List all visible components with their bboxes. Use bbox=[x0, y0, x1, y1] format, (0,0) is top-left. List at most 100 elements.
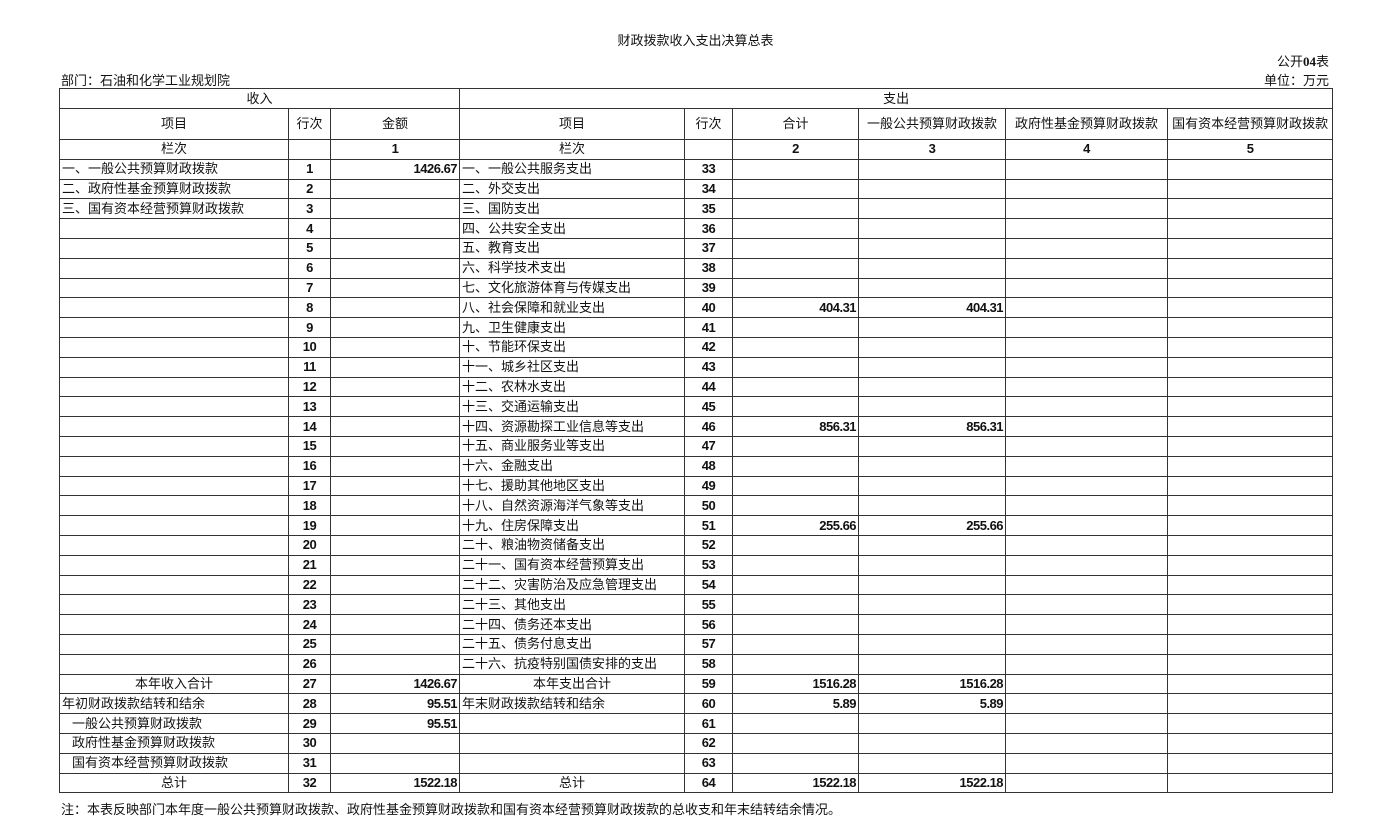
table-row: 22 二十二、灾害防治及应急管理支出 54 bbox=[59, 574, 1334, 596]
income-line-no: 28 bbox=[288, 693, 331, 715]
expense-gov-fund bbox=[1005, 376, 1169, 398]
expense-gov-fund bbox=[1005, 416, 1169, 437]
expense-item: 一、一般公共服务支出 bbox=[459, 158, 686, 180]
income-line-no: 8 bbox=[288, 297, 331, 319]
table-row: 总计 32 1522.18 总计 64 1522.18 1522.18 bbox=[59, 772, 1334, 794]
table-row: 24 二十四、债务还本支出 56 bbox=[59, 614, 1334, 635]
income-line-no: 3 bbox=[288, 198, 331, 220]
expense-total bbox=[732, 594, 860, 616]
expense-state-capital bbox=[1167, 515, 1334, 536]
expense-general-budget bbox=[858, 435, 1007, 457]
expense-state-capital bbox=[1167, 732, 1334, 754]
expense-line-no: 54 bbox=[684, 574, 734, 596]
expense-general-budget: 255.66 bbox=[858, 515, 1007, 536]
expense-gov-fund bbox=[1005, 475, 1169, 497]
expense-item: 二十二、灾害防治及应急管理支出 bbox=[459, 574, 686, 596]
expense-item: 二十、粮油物资储备支出 bbox=[459, 534, 686, 556]
column-header: 金额 bbox=[329, 108, 461, 140]
income-line-no: 26 bbox=[288, 653, 331, 675]
expense-total bbox=[732, 376, 860, 398]
table-number-suffix: 表 bbox=[1315, 54, 1329, 69]
expense-total bbox=[732, 732, 860, 754]
expense-gov-fund bbox=[1005, 554, 1169, 576]
expense-item: 四、公共安全支出 bbox=[459, 218, 686, 239]
expense-item: 八、社会保障和就业支出 bbox=[459, 297, 686, 319]
expense-general-budget bbox=[858, 257, 1007, 279]
expense-state-capital bbox=[1167, 495, 1334, 517]
expense-line-no: 44 bbox=[684, 376, 734, 398]
column-header: 一般公共预算财政拨款 bbox=[858, 108, 1007, 140]
column-header: 项目 bbox=[459, 108, 686, 140]
expense-general-budget: 1522.18 bbox=[858, 772, 1007, 794]
income-amount bbox=[329, 376, 461, 398]
expense-gov-fund bbox=[1005, 633, 1169, 655]
expense-general-budget bbox=[858, 752, 1007, 774]
income-item bbox=[59, 495, 289, 517]
income-line-no: 15 bbox=[288, 435, 331, 457]
income-amount bbox=[329, 198, 461, 220]
income-amount bbox=[329, 554, 461, 576]
income-line-no: 22 bbox=[288, 574, 331, 596]
income-item: 国有资本经营预算财政拨款 bbox=[59, 752, 289, 774]
expense-line-no: 34 bbox=[684, 178, 734, 200]
expense-gov-fund bbox=[1005, 317, 1169, 338]
expense-total bbox=[732, 495, 860, 517]
expense-total: 1522.18 bbox=[732, 772, 860, 794]
expense-item: 总计 bbox=[459, 772, 686, 794]
income-line-no: 20 bbox=[288, 534, 331, 556]
expense-line-no: 46 bbox=[684, 416, 734, 437]
income-item bbox=[59, 218, 289, 239]
expense-gov-fund bbox=[1005, 732, 1169, 754]
expense-gov-fund bbox=[1005, 158, 1169, 180]
income-item: 一、一般公共预算财政拨款 bbox=[59, 158, 289, 180]
income-item: 年初财政拨款结转和结余 bbox=[59, 693, 289, 715]
income-amount: 1426.67 bbox=[329, 158, 461, 180]
column-header-row: 项目 行次 金额 项目 行次 合计 一般公共预算财政拨款 政府性基金预算财政拨款 国有资本经营预… bbox=[59, 108, 1334, 140]
expense-item: 二十六、抗疫特别国债安排的支出 bbox=[459, 653, 686, 675]
expense-line-no: 41 bbox=[684, 317, 734, 338]
expense-state-capital bbox=[1167, 752, 1334, 774]
expense-item: 十、节能环保支出 bbox=[459, 336, 686, 358]
column-index: 5 bbox=[1167, 139, 1334, 160]
expense-gov-fund bbox=[1005, 297, 1169, 319]
expense-item: 七、文化旅游体育与传媒支出 bbox=[459, 277, 686, 299]
table-row: 三、国有资本经营预算财政拨款 3 三、国防支出 35 bbox=[59, 198, 1334, 220]
income-amount: 1522.18 bbox=[329, 772, 461, 794]
table-row: 一、一般公共预算财政拨款 1 1426.67 一、一般公共服务支出 33 bbox=[59, 158, 1334, 180]
table-row: 18 十八、自然资源海洋气象等支出 50 bbox=[59, 495, 1334, 517]
expense-state-capital bbox=[1167, 574, 1334, 596]
income-line-no: 6 bbox=[288, 257, 331, 279]
expense-total bbox=[732, 455, 860, 477]
expense-line-no: 57 bbox=[684, 633, 734, 655]
income-item bbox=[59, 475, 289, 497]
income-item bbox=[59, 237, 289, 259]
expense-line-no: 35 bbox=[684, 198, 734, 220]
table-row: 8 八、社会保障和就业支出 40 404.31 404.31 bbox=[59, 297, 1334, 319]
income-amount bbox=[329, 356, 461, 378]
income-line-no: 32 bbox=[288, 772, 331, 794]
table-row: 二、政府性基金预算财政拨款 2 二、外交支出 34 bbox=[59, 178, 1334, 200]
expense-item: 二十五、债务付息支出 bbox=[459, 633, 686, 655]
table-row: 23 二十三、其他支出 55 bbox=[59, 594, 1334, 616]
income-line-no: 29 bbox=[288, 713, 331, 734]
table-row: 6 六、科学技术支出 38 bbox=[59, 257, 1334, 279]
income-item: 本年收入合计 bbox=[59, 673, 289, 695]
expense-total bbox=[732, 633, 860, 655]
expense-item: 二十三、其他支出 bbox=[459, 594, 686, 616]
expense-line-no: 51 bbox=[684, 515, 734, 536]
income-item bbox=[59, 554, 289, 576]
income-line-no: 21 bbox=[288, 554, 331, 576]
expense-general-budget bbox=[858, 396, 1007, 418]
column-index: 4 bbox=[1005, 139, 1169, 160]
income-amount bbox=[329, 633, 461, 655]
expense-general-budget bbox=[858, 732, 1007, 754]
expense-line-no: 62 bbox=[684, 732, 734, 754]
expense-general-budget bbox=[858, 455, 1007, 477]
expense-total: 1516.28 bbox=[732, 673, 860, 695]
income-item bbox=[59, 317, 289, 338]
expense-total bbox=[732, 336, 860, 358]
expense-line-no: 59 bbox=[684, 673, 734, 695]
income-amount bbox=[329, 257, 461, 279]
expense-gov-fund bbox=[1005, 178, 1169, 200]
expense-general-budget bbox=[858, 495, 1007, 517]
